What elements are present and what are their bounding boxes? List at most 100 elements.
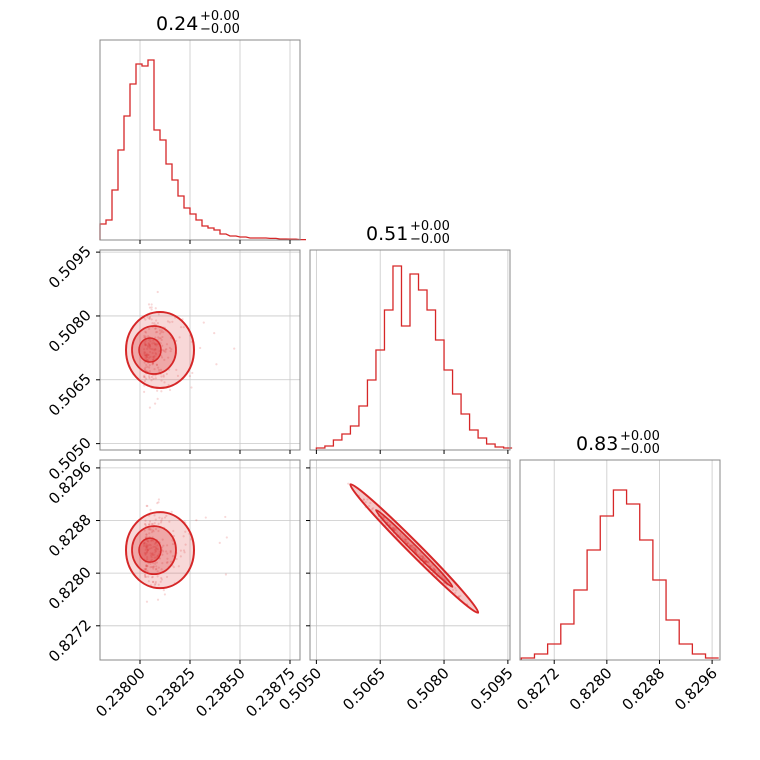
sample-2-0-35 bbox=[151, 553, 154, 556]
sample-2-0-49 bbox=[144, 569, 147, 572]
sample-2-0-89 bbox=[151, 575, 154, 578]
sample-2-1-29 bbox=[404, 540, 407, 543]
sample-1-0-128 bbox=[143, 390, 146, 393]
sample-2-1-207 bbox=[425, 560, 428, 563]
sample-2-0-152 bbox=[150, 522, 153, 526]
sample-2-0-133 bbox=[150, 539, 153, 542]
sample-1-0-210 bbox=[167, 356, 170, 359]
sample-2-0-115 bbox=[149, 508, 152, 511]
sample-2-0-53 bbox=[147, 575, 150, 578]
sample-2-0-60 bbox=[179, 549, 183, 552]
sample-2-0-159 bbox=[166, 552, 169, 555]
sample-1-0-211 bbox=[152, 339, 155, 342]
sample-2-1-1 bbox=[408, 544, 412, 547]
xtick-label-1-2: 0.5080 bbox=[403, 664, 453, 714]
sample-1-0-183 bbox=[168, 321, 171, 324]
sample-1-0-7 bbox=[147, 356, 151, 359]
sample-1-0-3 bbox=[157, 336, 160, 339]
sample-2-0-131 bbox=[152, 539, 155, 542]
sample-2-0-174 bbox=[145, 542, 148, 546]
contour-inner-1-0 bbox=[138, 337, 162, 363]
sample-2-0-57 bbox=[165, 561, 169, 564]
sample-2-1-18 bbox=[372, 507, 375, 510]
sample-1-0-26 bbox=[190, 386, 193, 389]
sample-2-0-95 bbox=[224, 515, 227, 519]
sample-2-0-110 bbox=[163, 593, 166, 596]
sample-1-0-8 bbox=[144, 354, 148, 357]
sample-1-0-31 bbox=[145, 347, 149, 351]
sample-1-0-87 bbox=[160, 390, 163, 393]
sample-2-0-72 bbox=[150, 539, 153, 542]
sample-1-0-115 bbox=[143, 379, 147, 383]
sample-1-0-74 bbox=[165, 347, 168, 351]
sample-2-0-166 bbox=[150, 528, 153, 531]
sample-2-0-65 bbox=[150, 558, 154, 562]
sample-2-0-45 bbox=[158, 516, 161, 519]
sample-2-1-112 bbox=[406, 542, 409, 545]
contour-mid-1-0 bbox=[131, 325, 177, 375]
sample-2-0-181 bbox=[162, 550, 165, 553]
sample-1-0-181 bbox=[155, 319, 158, 322]
sample-1-0-132 bbox=[148, 327, 151, 331]
sample-2-1-199 bbox=[362, 498, 365, 501]
sample-2-0-176 bbox=[145, 545, 148, 548]
sample-2-1-193 bbox=[422, 555, 425, 558]
sample-1-0-99 bbox=[154, 353, 158, 356]
sample-2-0-84 bbox=[146, 546, 149, 549]
histogram-2 bbox=[520, 489, 719, 660]
sample-2-0-211 bbox=[151, 529, 155, 532]
sample-2-1-155 bbox=[440, 574, 444, 578]
sample-2-1-58 bbox=[396, 531, 399, 534]
sample-1-0-18 bbox=[148, 366, 151, 369]
sample-2-0-123 bbox=[156, 548, 159, 551]
sample-1-0-138 bbox=[145, 363, 148, 367]
sample-1-0-77 bbox=[159, 368, 163, 371]
sample-1-0-20 bbox=[152, 356, 155, 359]
sample-1-0-54 bbox=[148, 363, 151, 367]
sample-2-0-59 bbox=[143, 568, 146, 571]
sample-1-0-131 bbox=[158, 368, 161, 372]
sample-2-1-187 bbox=[412, 547, 415, 551]
ytick-label-2-1: 0.8280 bbox=[45, 563, 95, 613]
sample-2-0-178 bbox=[148, 532, 151, 535]
sample-2-1-106 bbox=[432, 567, 435, 570]
sample-1-0-80 bbox=[143, 334, 146, 337]
sample-2-1-178 bbox=[414, 547, 417, 550]
sample-2-0-32 bbox=[144, 553, 147, 556]
sample-1-0-100 bbox=[153, 341, 156, 345]
ytick-label-2-0: 0.8272 bbox=[45, 616, 95, 666]
sample-2-1-99 bbox=[415, 550, 419, 553]
sample-2-0-141 bbox=[146, 565, 149, 568]
sample-2-1-127 bbox=[388, 523, 391, 526]
sample-1-0-1 bbox=[145, 355, 149, 359]
sample-2-0-191 bbox=[154, 527, 158, 531]
sample-1-0-118 bbox=[151, 362, 154, 365]
sample-1-0-52 bbox=[151, 348, 154, 351]
sample-2-0-142 bbox=[147, 548, 150, 551]
sample-2-0-216 bbox=[156, 502, 159, 505]
sample-2-1-185 bbox=[457, 595, 460, 598]
xtick-label-1-1: 0.5065 bbox=[339, 664, 389, 714]
sample-2-0-67 bbox=[162, 589, 165, 592]
sample-1-0-163 bbox=[144, 342, 147, 345]
sample-2-1-137 bbox=[455, 589, 458, 592]
title-value-2: 0.83 bbox=[576, 433, 618, 455]
sample-1-0-66 bbox=[148, 317, 151, 320]
sample-2-1-214 bbox=[408, 543, 411, 546]
sample-1-0-140 bbox=[148, 369, 151, 373]
sample-1-0-122 bbox=[156, 397, 159, 400]
sample-2-0-61 bbox=[157, 522, 160, 525]
sample-2-1-50 bbox=[418, 553, 421, 557]
sample-1-0-37 bbox=[153, 349, 156, 352]
panel-2-1-frame bbox=[309, 459, 511, 661]
panel-1-1-frame bbox=[309, 249, 511, 451]
sample-1-0-176 bbox=[150, 375, 154, 379]
sample-1-0-17 bbox=[158, 332, 162, 335]
contour-outer-1-0 bbox=[125, 311, 195, 389]
sample-2-1-173 bbox=[389, 523, 392, 526]
sample-1-0-129 bbox=[156, 290, 159, 294]
sample-2-1-46 bbox=[401, 535, 404, 538]
sample-1-0-93 bbox=[188, 374, 191, 378]
sample-1-0-34 bbox=[144, 331, 148, 334]
